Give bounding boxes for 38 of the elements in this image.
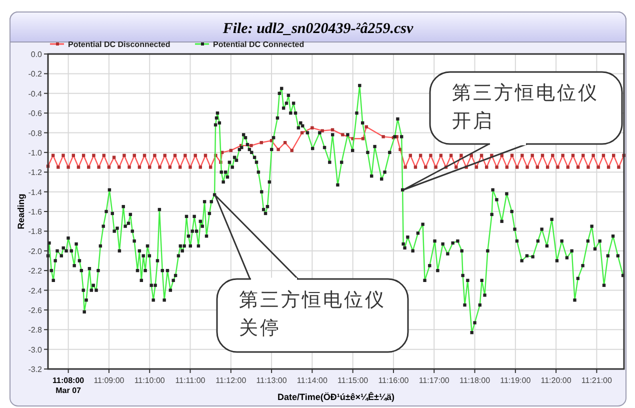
x-tick-label: 11:08:00 Mar 07 xyxy=(52,376,85,395)
x-tick-label: 11:20:00 xyxy=(540,376,572,385)
y-tick-label: -0.2 xyxy=(28,70,43,79)
chart-title: File: udl2_sn020439-²â259.csv xyxy=(222,21,414,37)
y-tick-label: -1.0 xyxy=(28,148,43,158)
y-tick-label: -3.0 xyxy=(28,345,43,354)
y-tick-label: -0.6 xyxy=(28,109,43,118)
x-axis-title: Date/Time(ÖÐ¹ú±ê×¼Ê±¼ä) xyxy=(278,391,395,402)
legend-label: Potential DC Connected xyxy=(213,40,304,49)
annotation: 第三方恒电位仪关停 xyxy=(239,289,386,339)
y-tick-label: -2.6 xyxy=(28,306,43,315)
y-tick-label: 0.0 xyxy=(30,50,43,59)
x-tick-label: 11:09:00 xyxy=(94,376,125,385)
x-tick-label: 11:11:00 xyxy=(175,376,206,385)
x-tick-label: 11:21:00 xyxy=(581,376,613,385)
x-tick-label: 11:18:00 xyxy=(459,376,491,385)
y-tick-label: -2.8 xyxy=(28,326,43,335)
y-tick-label: -2.0 xyxy=(28,246,43,256)
x-tick-label: 11:13:00 xyxy=(256,376,288,385)
x-tick-label: 11:10:00 xyxy=(134,376,166,385)
y-tick-label: -2.4 xyxy=(28,286,43,296)
y-tick-label: -1.4 xyxy=(28,188,43,197)
y-axis-title: Reading xyxy=(16,194,26,230)
y-tick-label: -2.2 xyxy=(28,266,43,276)
y-tick-label: -3.2 xyxy=(28,365,43,374)
x-tick-label: 11:14:00 xyxy=(296,376,328,385)
y-tick-label: -1.6 xyxy=(28,208,43,216)
x-tick-label: 11:12:00 xyxy=(216,376,247,385)
x-tick-label: 11:17:00 xyxy=(418,376,450,385)
y-tick-label: -0.4 xyxy=(28,89,43,98)
x-tick-label: 11:16:00 xyxy=(378,376,410,385)
y-tick-label: -1.2 xyxy=(28,168,43,178)
annotation: 第三方恒电位仪开启 xyxy=(452,82,599,132)
y-tick-label: -0.8 xyxy=(28,128,43,138)
x-tick-label: 11:19:00 xyxy=(500,376,532,385)
x-tick-label: 11:15:00 xyxy=(338,376,369,385)
y-tick-label: -1.8 xyxy=(28,227,43,236)
legend-label: Potential DC Disconnected xyxy=(68,40,170,49)
